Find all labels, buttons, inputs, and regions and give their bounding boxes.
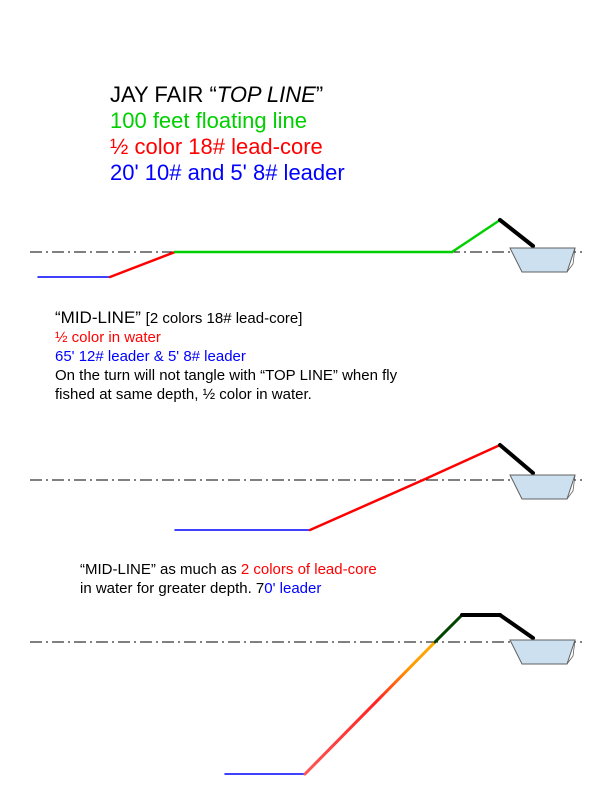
section-mid-line-deep-text: “MID-LINE” as much as 2 colors of lead-c… <box>80 560 377 598</box>
boat-icon <box>510 248 575 272</box>
deep-line-1b: 2 colors of lead-core <box>241 561 377 578</box>
title-line-1: JAY FAIR “TOP LINE” <box>110 82 345 108</box>
title-suffix: ” <box>316 82 323 107</box>
mid-line-detail: [2 colors 18# lead-core] <box>146 310 303 327</box>
deep-line-2: in water for greater depth. 70' leader <box>80 579 377 598</box>
title-line-4: 20' 10# and 5' 8# leader <box>110 160 345 186</box>
deep-line-2b: 0' leader <box>264 580 321 597</box>
mid-line-blue: 65' 12# leader & 5' 8# leader <box>55 347 397 366</box>
title-line-2: 100 feet floating line <box>110 108 345 134</box>
line-segment <box>310 480 423 530</box>
title-line-3: ½ color 18# lead-core <box>110 134 345 160</box>
line-segment <box>500 220 533 246</box>
line-segment <box>423 445 500 480</box>
mid-line-note-2: fished at same depth, ½ color in water. <box>55 385 397 404</box>
title-prefix: JAY FAIR “ <box>110 82 217 107</box>
mid-line-label: “MID-LINE” <box>55 308 146 327</box>
line-segment <box>110 252 175 277</box>
boat-icon <box>510 475 575 499</box>
line-segment <box>435 615 462 642</box>
line-segment <box>452 220 500 252</box>
mid-line-note-1: On the turn will not tangle with “TOP LI… <box>55 366 397 385</box>
diagram-top-line <box>0 210 612 305</box>
section-mid-line-text: “MID-LINE” [2 colors 18# lead-core] ½ co… <box>55 308 397 404</box>
line-segment-gradient <box>305 642 435 774</box>
title-italic: TOP LINE <box>217 82 316 107</box>
line-segment <box>500 445 533 473</box>
deep-line-2a: in water for greater depth. 7 <box>80 580 264 597</box>
boat-icon <box>510 640 575 664</box>
deep-line-1a: “MID-LINE” as much as <box>80 561 241 578</box>
diagram-mid-line-deep <box>0 612 612 780</box>
mid-line-red: ½ color in water <box>55 328 397 347</box>
deep-line-1: “MID-LINE” as much as 2 colors of lead-c… <box>80 560 377 579</box>
mid-line-header: “MID-LINE” [2 colors 18# lead-core] <box>55 308 397 328</box>
line-segment <box>500 615 533 638</box>
diagram-mid-line <box>0 425 612 540</box>
title-block: JAY FAIR “TOP LINE” 100 feet floating li… <box>110 82 345 186</box>
